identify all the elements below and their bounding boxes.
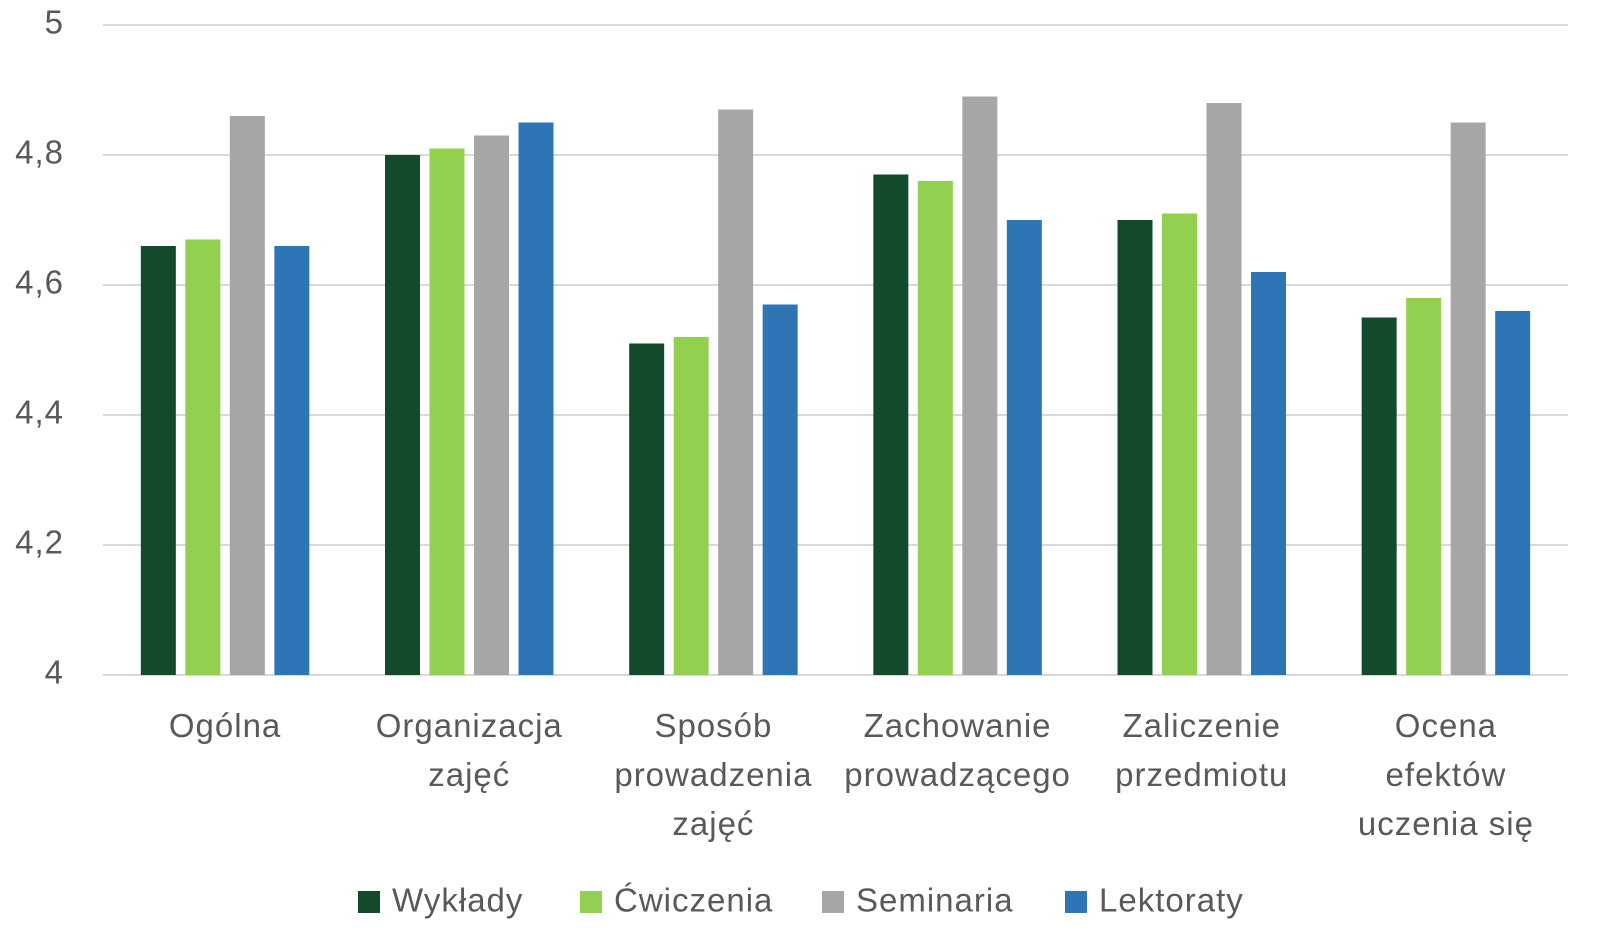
bar	[1117, 220, 1153, 675]
x-tick-label: Sposób prowadzenia zajęć	[614, 707, 812, 842]
x-tick-label: Zachowanie prowadzącego	[844, 707, 1071, 793]
y-tick-label: 4,4	[15, 394, 64, 431]
legend-swatch	[1065, 891, 1087, 913]
legend-label: Seminaria	[856, 882, 1014, 919]
x-tick-label: Ocena efektów uczenia się	[1358, 707, 1534, 842]
bar	[1406, 298, 1442, 675]
bar	[518, 122, 554, 675]
bar	[140, 246, 176, 675]
legend-label: Lektoraty	[1099, 882, 1244, 919]
bar	[873, 174, 909, 675]
x-tick-label: Organizacja zajęć	[376, 707, 563, 793]
bar	[429, 148, 465, 675]
bar	[1206, 103, 1242, 675]
y-tick-label: 4,8	[15, 134, 64, 171]
legend-swatch	[580, 891, 602, 913]
bar	[718, 109, 754, 675]
x-tick-label: Ogólna	[169, 707, 281, 744]
y-tick-label: 4,6	[15, 264, 64, 301]
bar	[1251, 272, 1286, 675]
bar	[1450, 122, 1486, 675]
bar	[962, 96, 998, 675]
bar	[1162, 213, 1197, 675]
bar	[1495, 311, 1531, 675]
bar	[474, 135, 509, 675]
y-tick-label: 4	[45, 654, 64, 691]
bar	[385, 155, 420, 675]
bar	[917, 181, 953, 675]
legend-swatch	[822, 891, 844, 913]
legend-swatch	[358, 891, 380, 913]
bar	[762, 304, 798, 675]
legend-label: Ćwiczenia	[614, 882, 773, 919]
bar	[673, 337, 709, 675]
bar	[274, 246, 310, 675]
bar	[1361, 317, 1397, 675]
bar	[1006, 220, 1042, 675]
y-tick-label: 5	[45, 4, 64, 41]
bar	[185, 239, 221, 675]
x-tick-label: Zaliczenie przedmiotu	[1115, 707, 1288, 793]
bar	[629, 343, 665, 675]
y-tick-label: 4,2	[15, 524, 64, 561]
bar	[229, 116, 265, 675]
legend-label: Wykłady	[392, 882, 523, 919]
